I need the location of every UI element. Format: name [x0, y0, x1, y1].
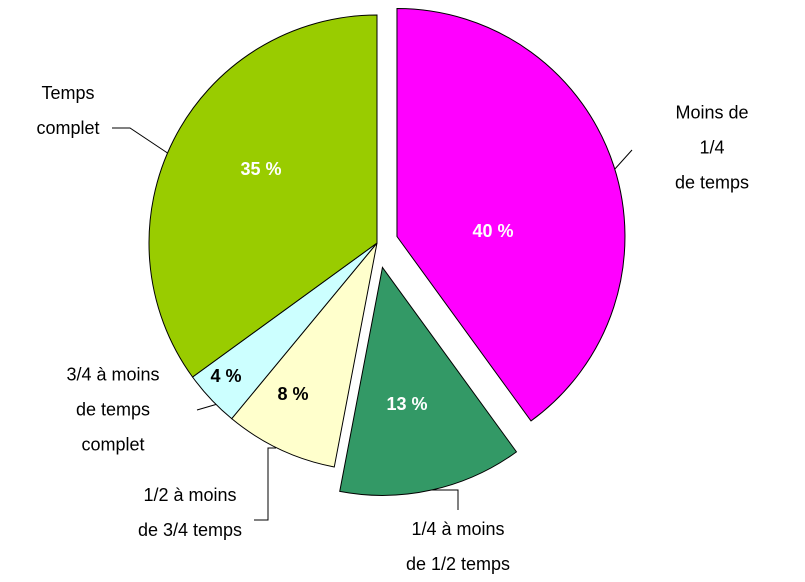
category-label: 1/4 à moins de 1/2 temps: [405, 519, 511, 574]
value-label: 35 %: [240, 159, 281, 179]
category-label: 1/2 à moins de 3/4 temps: [137, 485, 243, 540]
leader-line: [613, 149, 633, 171]
leader-line: [254, 447, 276, 521]
value-label: 13 %: [386, 394, 427, 414]
category-label: Moins de 1/4 de temps: [674, 102, 750, 193]
pie-slice: [230, 242, 378, 468]
pie-slice: [148, 14, 378, 378]
value-label: 40 %: [472, 221, 513, 241]
leader-line: [424, 489, 459, 510]
pie-slice: [339, 266, 518, 496]
pie-slice: [396, 8, 626, 422]
value-label: 4 %: [210, 366, 241, 386]
value-label: 8 %: [277, 384, 308, 404]
category-label: Temps complet: [36, 83, 100, 138]
category-label: 3/4 à moins de temps complet: [66, 364, 160, 455]
